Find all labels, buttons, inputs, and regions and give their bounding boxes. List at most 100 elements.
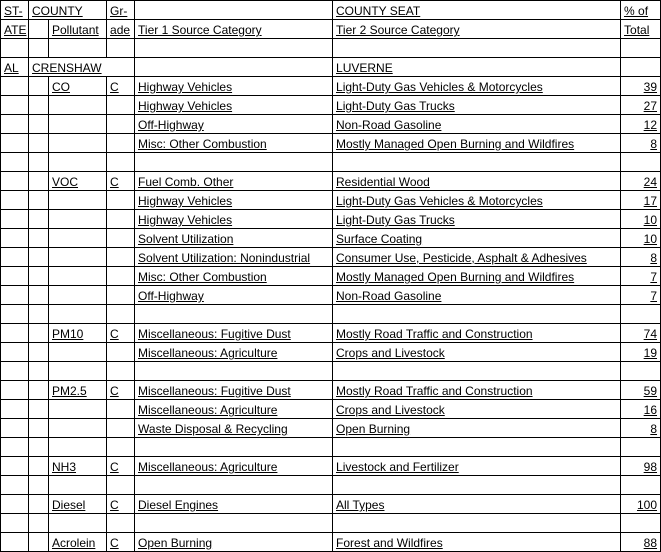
pollutant-cell [49,191,107,210]
pollutant-cell [49,267,107,286]
pollutant-cell [49,96,107,115]
pct-cell: 10 [621,229,661,248]
header-state-2: ATE [1,20,29,39]
pollutant-cell: Diesel [49,495,107,514]
tier2-cell: Consumer Use, Pesticide, Asphalt & Adhes… [333,248,621,267]
pct-cell: 39 [621,77,661,96]
pollutant-cell [49,419,107,438]
pct-cell: 88 [621,533,661,552]
pct-cell: 100 [621,495,661,514]
pollutant-cell [49,229,107,248]
grade-cell: C [107,533,135,552]
pct-cell: 19 [621,343,661,362]
header-county-seat: COUNTY SEAT [333,1,621,20]
tier2-cell: Livestock and Fertilizer [333,457,621,476]
tier1-cell: Misc: Other Combustion [135,267,333,286]
header-county: COUNTY [29,1,107,20]
pct-cell: 10 [621,210,661,229]
header-grade: Gr- [107,1,135,20]
pct-cell: 8 [621,419,661,438]
tier1-cell: Highway Vehicles [135,77,333,96]
tier2-cell: Mostly Managed Open Burning and Wildfire… [333,134,621,153]
tier1-cell: Highway Vehicles [135,96,333,115]
grade-cell [107,96,135,115]
tier1-cell: Diesel Engines [135,495,333,514]
tier1-cell: Miscellaneous: Fugitive Dust [135,381,333,400]
tier2-cell: All Types [333,495,621,514]
tier1-cell: Off-Highway [135,286,333,305]
pct-cell: 27 [621,96,661,115]
grade-cell [107,115,135,134]
grade-cell: C [107,457,135,476]
tier2-cell: Non-Road Gasoline [333,286,621,305]
tier2-cell: Light-Duty Gas Trucks [333,210,621,229]
grade-cell: C [107,77,135,96]
pct-cell: 59 [621,381,661,400]
pollutant-cell: PM10 [49,324,107,343]
grade-cell [107,400,135,419]
tier2-cell: Light-Duty Gas Vehicles & Motorcycles [333,77,621,96]
pollutant-cell [49,343,107,362]
pct-cell: 7 [621,267,661,286]
pct-cell: 98 [621,457,661,476]
grade-cell: C [107,495,135,514]
tier1-cell: Misc: Other Combustion [135,134,333,153]
pollutant-cell: VOC [49,172,107,191]
county-seat-cell: LUVERNE [333,58,621,77]
tier1-cell: Waste Disposal & Recycling [135,419,333,438]
pollutant-cell: Acrolein [49,533,107,552]
header-grade-2: ade [107,20,135,39]
tier2-cell: Residential Wood [333,172,621,191]
tier2-cell: Crops and Livestock [333,400,621,419]
grade-cell [107,286,135,305]
tier1-cell: Fuel Comb. Other [135,172,333,191]
tier2-cell: Light-Duty Gas Trucks [333,96,621,115]
pollutant-cell [49,400,107,419]
tier2-cell: Non-Road Gasoline [333,115,621,134]
grade-cell [107,191,135,210]
pollutant-cell [49,115,107,134]
grade-cell: C [107,172,135,191]
tier1-cell: Miscellaneous: Agriculture [135,343,333,362]
grade-cell [107,229,135,248]
pollutant-cell [49,210,107,229]
pollutant-cell [49,248,107,267]
header-pct: % of [621,1,661,20]
tier2-cell: Mostly Road Traffic and Construction [333,324,621,343]
tier2-cell: Mostly Managed Open Burning and Wildfire… [333,267,621,286]
pollutant-cell: CO [49,77,107,96]
pollutant-cell: NH3 [49,457,107,476]
tier2-cell: Mostly Road Traffic and Construction [333,381,621,400]
tier1-cell: Highway Vehicles [135,191,333,210]
grade-cell [107,210,135,229]
pct-cell: 7 [621,286,661,305]
header-tier2: Tier 2 Source Category [333,20,621,39]
grade-cell: C [107,381,135,400]
pct-cell: 16 [621,400,661,419]
tier1-cell: Open Burning [135,533,333,552]
tier1-cell: Solvent Utilization: Nonindustrial [135,248,333,267]
tier2-cell: Forest and Wildfires [333,533,621,552]
header-tier1: Tier 1 Source Category [135,20,333,39]
county-cell: CRENSHAW [29,58,135,77]
grade-cell [107,248,135,267]
grade-cell [107,343,135,362]
tier1-cell: Miscellaneous: Agriculture [135,400,333,419]
tier1-cell: Highway Vehicles [135,210,333,229]
grade-cell [107,134,135,153]
header-total: Total [621,20,661,39]
pct-cell: 8 [621,134,661,153]
tier1-cell: Solvent Utilization [135,229,333,248]
tier2-cell: Crops and Livestock [333,343,621,362]
pollutant-cell [49,134,107,153]
tier2-cell: Light-Duty Gas Vehicles & Motorcycles [333,191,621,210]
pct-cell: 12 [621,115,661,134]
header-state: ST- [1,1,29,20]
emissions-table: ST-COUNTYGr- COUNTY SEAT% of ATE Pollutanta… [0,0,661,552]
pct-cell: 8 [621,248,661,267]
tier1-cell: Miscellaneous: Agriculture [135,457,333,476]
grade-cell [107,419,135,438]
grade-cell [107,267,135,286]
pct-cell: 17 [621,191,661,210]
header-pollutant: Pollutant [49,20,107,39]
